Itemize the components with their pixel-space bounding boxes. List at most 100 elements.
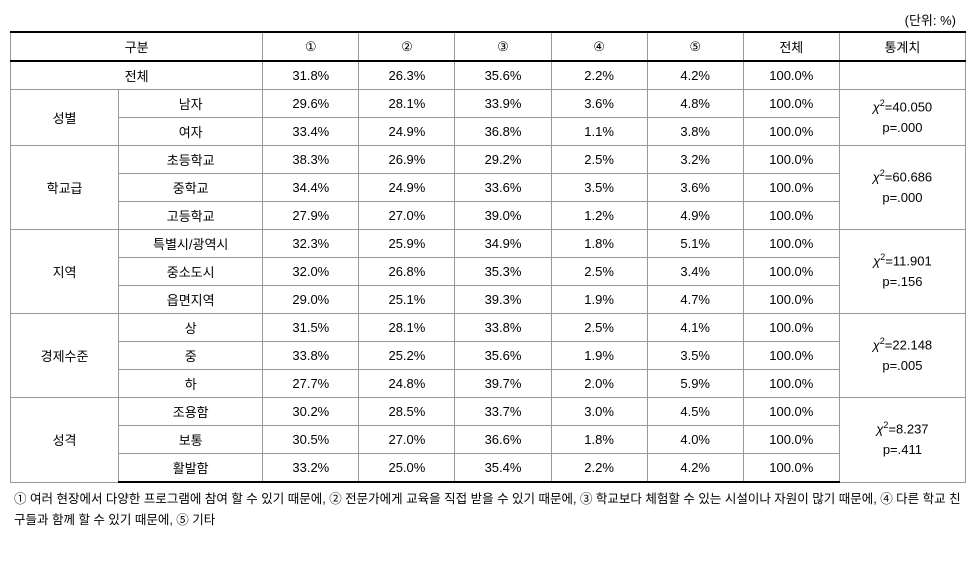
stat-cell: χ2=22.148p=.005 — [839, 314, 965, 398]
value-cell: 4.5% — [647, 398, 743, 426]
stats-table: 구분 ① ② ③ ④ ⑤ 전체 통계치 전체31.8%26.3%35.6%2.2… — [10, 31, 966, 483]
unit-label: (단위: %) — [10, 10, 966, 29]
value-cell: 3.2% — [647, 146, 743, 174]
header-col-4: ④ — [551, 32, 647, 61]
table-row: 경제수준상31.5%28.1%33.8%2.5%4.1%100.0%χ2=22.… — [11, 314, 966, 342]
group-label: 경제수준 — [11, 314, 119, 398]
row-label: 보통 — [119, 426, 263, 454]
value-cell: 33.2% — [263, 454, 359, 483]
total-cell: 100.0% — [743, 370, 839, 398]
table-row: 지역특별시/광역시32.3%25.9%34.9%1.8%5.1%100.0%χ2… — [11, 230, 966, 258]
stat-cell: χ2=8.237p=.411 — [839, 398, 965, 483]
value-cell: 35.4% — [455, 454, 551, 483]
table-header-row: 구분 ① ② ③ ④ ⑤ 전체 통계치 — [11, 32, 966, 61]
value-cell: 1.1% — [551, 118, 647, 146]
value-cell: 4.8% — [647, 90, 743, 118]
value-cell: 25.2% — [359, 342, 455, 370]
table-row: 고등학교27.9%27.0%39.0%1.2%4.9%100.0% — [11, 202, 966, 230]
value-cell: 1.9% — [551, 342, 647, 370]
row-label: 중 — [119, 342, 263, 370]
value-cell: 39.0% — [455, 202, 551, 230]
value-cell: 3.0% — [551, 398, 647, 426]
value-cell: 32.0% — [263, 258, 359, 286]
value-cell: 33.8% — [455, 314, 551, 342]
value-cell: 33.8% — [263, 342, 359, 370]
value-cell: 29.2% — [455, 146, 551, 174]
value-cell: 2.2% — [551, 454, 647, 483]
table-row: 중학교34.4%24.9%33.6%3.5%3.6%100.0% — [11, 174, 966, 202]
header-col-3: ③ — [455, 32, 551, 61]
stat-cell: χ2=60.686p=.000 — [839, 146, 965, 230]
value-cell: 2.5% — [551, 146, 647, 174]
table-row: 여자33.4%24.9%36.8%1.1%3.8%100.0% — [11, 118, 966, 146]
value-cell: 1.2% — [551, 202, 647, 230]
row-label: 특별시/광역시 — [119, 230, 263, 258]
table-row: 중소도시32.0%26.8%35.3%2.5%3.4%100.0% — [11, 258, 966, 286]
value-cell: 31.8% — [263, 61, 359, 90]
value-cell: 25.9% — [359, 230, 455, 258]
row-label: 중소도시 — [119, 258, 263, 286]
total-cell: 100.0% — [743, 146, 839, 174]
value-cell: 33.6% — [455, 174, 551, 202]
value-cell: 33.4% — [263, 118, 359, 146]
value-cell: 34.4% — [263, 174, 359, 202]
group-label: 학교급 — [11, 146, 119, 230]
total-cell: 100.0% — [743, 118, 839, 146]
table-row: 보통30.5%27.0%36.6%1.8%4.0%100.0% — [11, 426, 966, 454]
row-label: 여자 — [119, 118, 263, 146]
value-cell: 35.6% — [455, 61, 551, 90]
value-cell: 27.0% — [359, 202, 455, 230]
table-row: 활발함33.2%25.0%35.4%2.2%4.2%100.0% — [11, 454, 966, 483]
table-row: 전체31.8%26.3%35.6%2.2%4.2%100.0% — [11, 61, 966, 90]
value-cell: 26.8% — [359, 258, 455, 286]
value-cell: 36.8% — [455, 118, 551, 146]
value-cell: 33.9% — [455, 90, 551, 118]
table-row: 성격조용함30.2%28.5%33.7%3.0%4.5%100.0%χ2=8.2… — [11, 398, 966, 426]
value-cell: 39.7% — [455, 370, 551, 398]
total-cell: 100.0% — [743, 174, 839, 202]
value-cell: 32.3% — [263, 230, 359, 258]
stat-cell: χ2=11.901p=.156 — [839, 230, 965, 314]
value-cell: 3.6% — [551, 90, 647, 118]
total-cell: 100.0% — [743, 61, 839, 90]
value-cell: 28.1% — [359, 314, 455, 342]
value-cell: 3.5% — [647, 342, 743, 370]
stat-cell: χ2=40.050p=.000 — [839, 90, 965, 146]
value-cell: 35.6% — [455, 342, 551, 370]
value-cell: 35.3% — [455, 258, 551, 286]
value-cell: 4.0% — [647, 426, 743, 454]
value-cell: 3.8% — [647, 118, 743, 146]
value-cell: 25.0% — [359, 454, 455, 483]
total-cell: 100.0% — [743, 342, 839, 370]
value-cell: 24.9% — [359, 174, 455, 202]
value-cell: 29.6% — [263, 90, 359, 118]
row-label: 활발함 — [119, 454, 263, 483]
header-col-5: ⑤ — [647, 32, 743, 61]
value-cell: 1.9% — [551, 286, 647, 314]
value-cell: 31.5% — [263, 314, 359, 342]
header-col-2: ② — [359, 32, 455, 61]
value-cell: 38.3% — [263, 146, 359, 174]
total-cell: 100.0% — [743, 258, 839, 286]
value-cell: 4.7% — [647, 286, 743, 314]
value-cell: 4.2% — [647, 454, 743, 483]
value-cell: 5.1% — [647, 230, 743, 258]
group-label: 성별 — [11, 90, 119, 146]
footnote: ① 여러 현장에서 다양한 프로그램에 참여 할 수 있기 때문에, ② 전문가… — [10, 489, 966, 532]
table-row: 성별남자29.6%28.1%33.9%3.6%4.8%100.0%χ2=40.0… — [11, 90, 966, 118]
value-cell: 1.8% — [551, 426, 647, 454]
row-label: 고등학교 — [119, 202, 263, 230]
value-cell: 27.9% — [263, 202, 359, 230]
value-cell: 26.3% — [359, 61, 455, 90]
value-cell: 1.8% — [551, 230, 647, 258]
value-cell: 29.0% — [263, 286, 359, 314]
table-row: 하27.7%24.8%39.7%2.0%5.9%100.0% — [11, 370, 966, 398]
value-cell: 39.3% — [455, 286, 551, 314]
value-cell: 2.5% — [551, 258, 647, 286]
total-cell: 100.0% — [743, 230, 839, 258]
value-cell: 27.0% — [359, 426, 455, 454]
total-cell: 100.0% — [743, 202, 839, 230]
group-label: 전체 — [11, 61, 263, 90]
value-cell: 3.5% — [551, 174, 647, 202]
value-cell: 4.2% — [647, 61, 743, 90]
